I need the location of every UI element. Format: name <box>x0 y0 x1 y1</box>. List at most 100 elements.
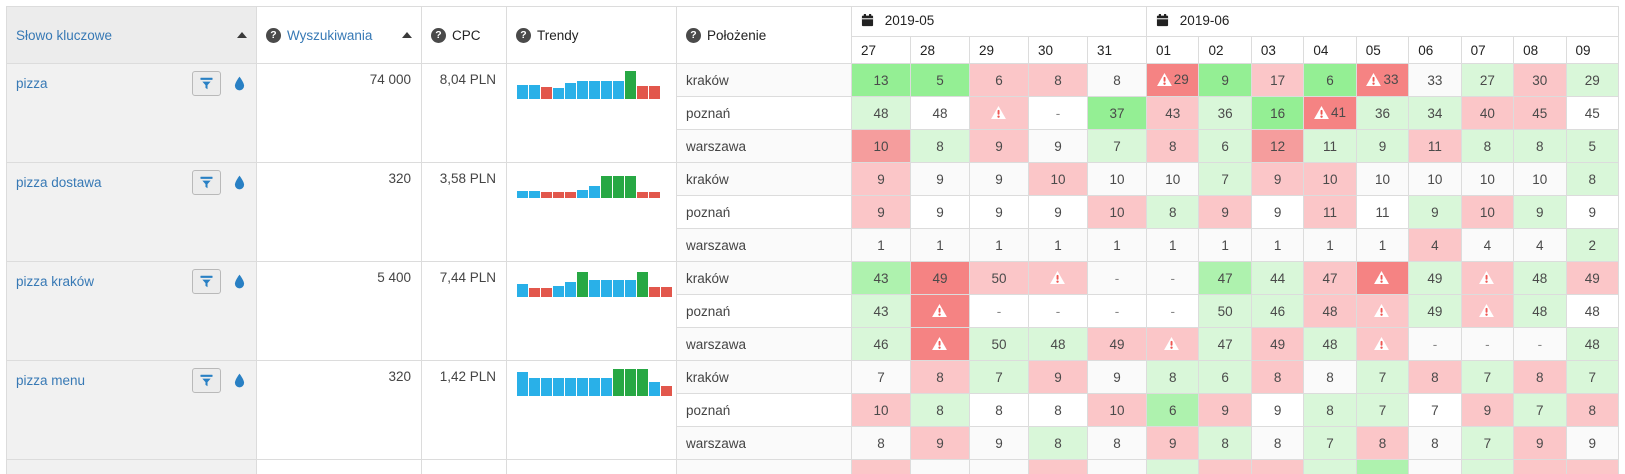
drop-button[interactable] <box>230 171 248 194</box>
location-label: kraków <box>676 360 852 394</box>
trend-bar <box>553 286 564 297</box>
rank-value: 10 <box>1109 402 1125 418</box>
cpc-cell <box>421 459 507 474</box>
filter-button[interactable] <box>192 368 221 393</box>
rank-cell: 8 <box>1460 129 1515 163</box>
month-label: 2019-06 <box>1179 13 1230 28</box>
rank-cell: 50 <box>969 327 1029 361</box>
trend-cell <box>506 63 677 163</box>
trend-bar <box>637 85 648 99</box>
rank-cell: 1 <box>1250 228 1305 262</box>
column-header-keyword[interactable]: Słowo kluczowe <box>6 6 257 64</box>
rank-value: 50 <box>1217 303 1233 319</box>
column-header-trends[interactable]: ? Trendy <box>506 6 677 64</box>
rank-cell: 10 <box>1408 162 1462 196</box>
trend-bar <box>613 279 624 297</box>
rank-cell <box>1198 459 1252 474</box>
rank-value: 49 <box>1270 336 1286 352</box>
rank-value: 8 <box>1113 435 1121 451</box>
rank-cell: 49 <box>1565 261 1620 295</box>
drop-button[interactable] <box>230 270 248 293</box>
rank-cell: 9 <box>969 129 1029 163</box>
warning-triangle-icon <box>1156 72 1172 89</box>
column-header-cpc[interactable]: ? CPC <box>421 6 507 64</box>
rank-cell: 9 <box>851 195 911 229</box>
warning-triangle-icon <box>1374 303 1389 320</box>
cpc-value: 1,42 PLN <box>421 360 507 460</box>
help-icon[interactable]: ? <box>686 27 701 43</box>
rank-cell: 29 <box>1565 63 1620 97</box>
rank-value: 10 <box>1109 204 1125 220</box>
rank-value: 49 <box>1427 270 1443 286</box>
help-icon[interactable]: ? <box>431 27 446 43</box>
trend-bar <box>661 287 672 297</box>
rank-value: 9 <box>1536 204 1544 220</box>
rank-value: 43 <box>873 303 889 319</box>
trend-cell <box>506 459 677 474</box>
rank-value: 43 <box>1165 105 1181 121</box>
month-header-2019-06: 2019-06 <box>1146 6 1619 37</box>
rank-cell: 7 <box>1355 393 1410 427</box>
filter-button[interactable] <box>192 170 221 195</box>
trend-bar <box>529 190 540 198</box>
rank-cell: 36 <box>1198 96 1252 130</box>
location-row: poznań 9 9 9 9 10 8 9 9 11 11 9 10 9 9 <box>7 195 1620 229</box>
sort-asc-icon[interactable] <box>237 32 247 38</box>
rank-value: 9 <box>936 204 944 220</box>
keyword-link[interactable]: pizza <box>16 76 48 91</box>
column-header-trends-label: Trendy <box>537 27 579 43</box>
filter-button[interactable] <box>192 269 221 294</box>
rank-value: 9 <box>1431 204 1439 220</box>
rank-value: 9 <box>1168 435 1177 451</box>
keyword-link[interactable]: pizza kraków <box>16 274 95 289</box>
drop-button[interactable] <box>230 72 248 95</box>
rank-value: 5 <box>936 72 944 88</box>
rank-value: 47 <box>1322 270 1338 286</box>
rank-value: 9 <box>995 435 1003 451</box>
rank-cell: 8 <box>1355 426 1410 460</box>
rank-cell: 9 <box>1198 393 1252 427</box>
rank-cell: 9 <box>1028 195 1088 229</box>
trend-bar <box>613 80 624 99</box>
rank-cell: 50 <box>1198 294 1252 328</box>
trend-cell <box>506 261 677 361</box>
day-header-2019-06-07: 07 <box>1460 36 1515 64</box>
keyword-link[interactable]: pizza dostawa <box>16 175 102 190</box>
rank-value: 49 <box>932 270 948 286</box>
rank-cell <box>1028 261 1088 295</box>
rank-cell: 9 <box>1565 426 1620 460</box>
rank-cell: 8 <box>1146 129 1200 163</box>
rank-value: 6 <box>1168 402 1177 418</box>
trend-bar <box>529 85 540 99</box>
rank-cell: 48 <box>851 96 911 130</box>
location-label: kraków <box>676 63 852 97</box>
rank-value: 5 <box>1588 138 1597 154</box>
filter-button[interactable] <box>192 71 221 96</box>
column-header-searches[interactable]: ? Wyszukiwania <box>256 6 422 64</box>
help-icon[interactable]: ? <box>516 27 531 43</box>
rank-cell: 36 <box>1355 96 1410 130</box>
rank-cell: 9 <box>910 195 970 229</box>
rank-value: 9 <box>1273 204 1282 220</box>
column-header-position[interactable]: ? Położenie <box>676 6 852 64</box>
trend-bar <box>637 369 648 396</box>
help-icon[interactable]: ? <box>266 27 281 43</box>
keyword-link[interactable]: pizza menu <box>16 373 86 388</box>
rank-value: 7 <box>1221 171 1229 187</box>
drop-button[interactable] <box>230 369 248 392</box>
sort-asc-icon[interactable] <box>402 32 412 38</box>
rank-cell: 9 <box>1513 195 1567 229</box>
rank-value: 9 <box>877 204 885 220</box>
trend-bar <box>541 288 552 297</box>
rank-value: 7 <box>1326 435 1334 451</box>
keyword-cell: pizza menu <box>6 360 257 460</box>
rank-cell <box>1460 294 1515 328</box>
rank-cell: 17 <box>1250 63 1305 97</box>
rank-cell <box>1565 459 1620 474</box>
rank-value: 6 <box>995 72 1003 88</box>
rank-value: 8 <box>1273 369 1282 385</box>
rank-value: 49 <box>1109 336 1125 352</box>
rank-value: 8 <box>1378 435 1387 451</box>
rank-value: 13 <box>873 72 889 88</box>
column-header-searches-label: Wyszukiwania <box>287 27 373 43</box>
